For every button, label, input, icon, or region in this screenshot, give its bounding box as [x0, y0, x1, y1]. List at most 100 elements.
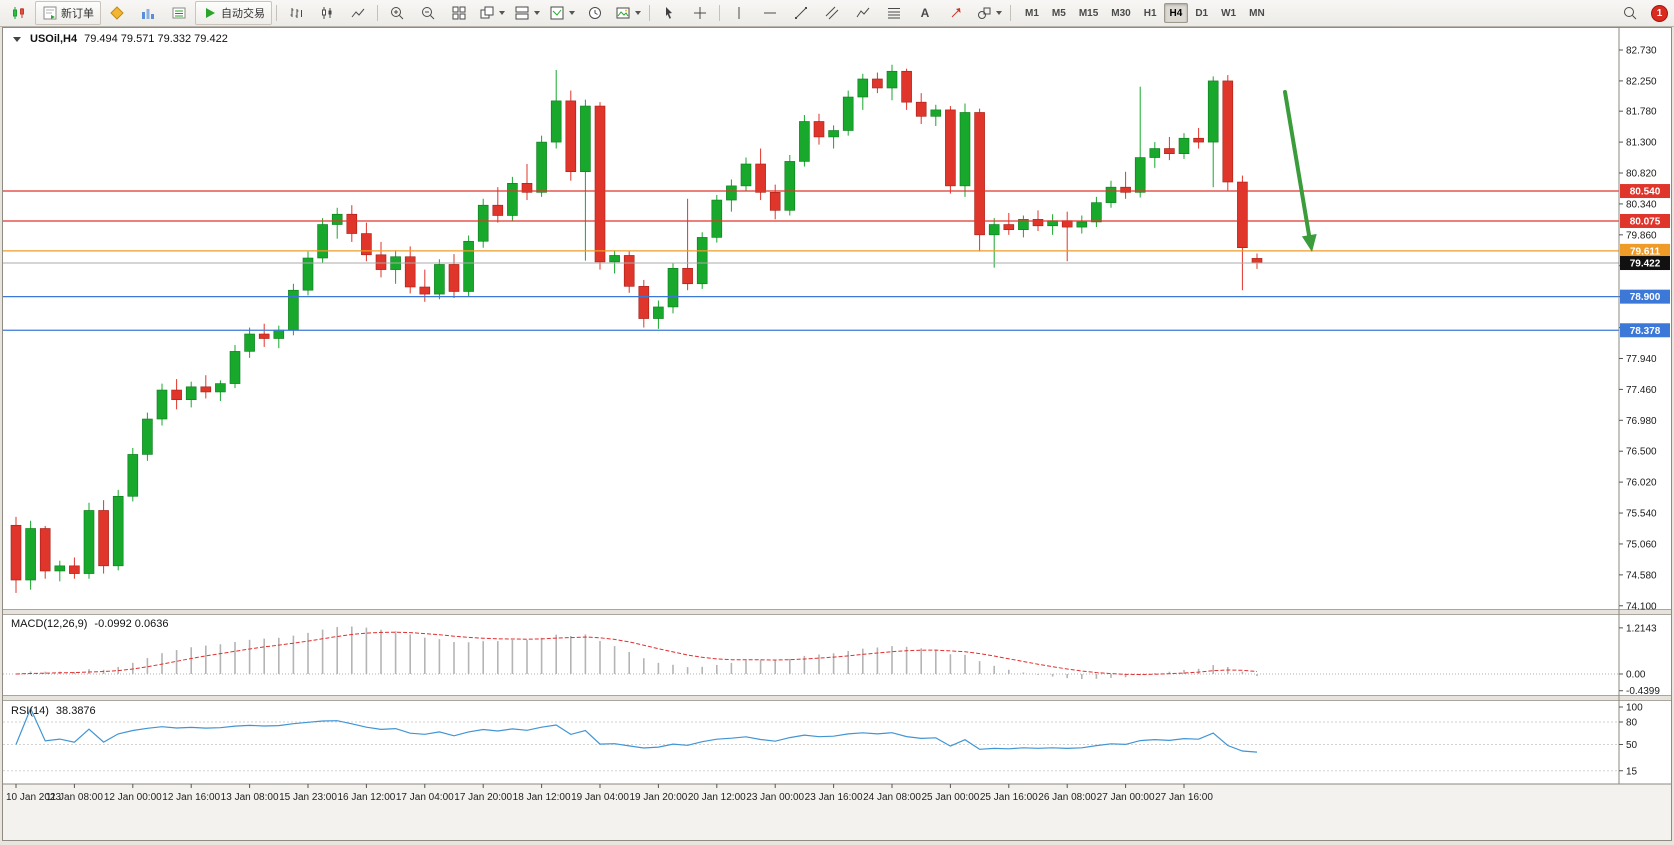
- timeframe-button-mn[interactable]: MN: [1249, 7, 1265, 19]
- candle-chart-icon: [322, 7, 332, 19]
- crosshair-button[interactable]: [685, 1, 715, 25]
- magnifier-icon: [1624, 7, 1637, 20]
- svg-text:80.820: 80.820: [1626, 169, 1657, 180]
- svg-text:79.860: 79.860: [1626, 230, 1657, 241]
- candlestick-chart-icon: [13, 7, 24, 19]
- image-icon: [616, 7, 630, 19]
- svg-text:19 Jan 20:00: 19 Jan 20:00: [629, 792, 687, 803]
- timeframe-button-m5[interactable]: M5: [1051, 7, 1066, 19]
- timeframe-button-m15[interactable]: M15: [1078, 7, 1099, 19]
- price-chart-svg[interactable]: 82.730 82.250 81.780 81.300 80.820 80.340 79.8…: [3, 28, 1671, 840]
- new-order-button[interactable]: 新订单: [35, 1, 101, 25]
- line-chart-button[interactable]: [343, 1, 373, 25]
- search-button[interactable]: [1615, 1, 1645, 25]
- crosshair-icon: [694, 7, 706, 19]
- line-chart-icon: [351, 8, 365, 18]
- zoom-out-icon: [422, 7, 435, 20]
- annotation-arrow[interactable]: [1283, 90, 1317, 252]
- price-badge: [1620, 243, 1670, 258]
- new-chart-button[interactable]: [4, 1, 34, 25]
- vertical-line-tool-button[interactable]: [724, 1, 754, 25]
- svg-text:80: 80: [1626, 718, 1638, 729]
- arrows-tool-button[interactable]: [941, 1, 971, 25]
- price-badge: [1620, 213, 1670, 228]
- zoom-out-button[interactable]: [413, 1, 443, 25]
- svg-text:81.300: 81.300: [1626, 138, 1657, 149]
- fibonacci-tool-button[interactable]: [879, 1, 909, 25]
- trendline-tool-button[interactable]: [786, 1, 816, 25]
- profiles-button[interactable]: [133, 1, 163, 25]
- autotrade-button[interactable]: 自动交易: [195, 1, 272, 25]
- svg-text:50: 50: [1626, 740, 1638, 751]
- shapes-tool-button[interactable]: [972, 1, 1006, 25]
- svg-text:16 Jan 12:00: 16 Jan 12:00: [337, 792, 395, 803]
- svg-text:75.060: 75.060: [1626, 539, 1657, 550]
- market-watch-icon: [172, 7, 186, 19]
- cascade-icon: [480, 6, 494, 19]
- notification-badge[interactable]: 1: [1651, 4, 1668, 22]
- chart-area[interactable]: 82.730 82.250 81.780 81.300 80.820 80.340 79.8…: [2, 27, 1672, 841]
- notification-count: 1: [1656, 7, 1663, 19]
- level-lines-layer[interactable]: [3, 190, 1619, 331]
- templates-button[interactable]: [545, 1, 579, 25]
- horizontal-line-icon: [764, 12, 776, 14]
- svg-text:77.940: 77.940: [1626, 354, 1657, 365]
- svg-text:12 Jan 00:00: 12 Jan 00:00: [104, 792, 162, 803]
- svg-text:15 Jan 23:00: 15 Jan 23:00: [279, 792, 337, 803]
- horizontal-line-tool-button[interactable]: [755, 1, 785, 25]
- channel-tool-button[interactable]: [817, 1, 847, 25]
- zoom-in-button[interactable]: [382, 1, 412, 25]
- timeframe-button-h4[interactable]: H4: [1163, 3, 1189, 23]
- svg-text:74.100: 74.100: [1626, 601, 1657, 612]
- arrange-windows-button[interactable]: [510, 1, 544, 25]
- svg-text:17 Jan 04:00: 17 Jan 04:00: [396, 792, 454, 803]
- toolbar-separator: [276, 5, 277, 21]
- svg-text:78.900: 78.900: [1630, 292, 1661, 303]
- price-badge: [1620, 256, 1670, 271]
- play-icon: [206, 8, 215, 18]
- timeframe-button-m1[interactable]: M1: [1025, 7, 1039, 19]
- svg-text:27 Jan 00:00: 27 Jan 00:00: [1097, 792, 1155, 803]
- timeframe-button-m30[interactable]: M30: [1111, 7, 1131, 19]
- svg-text:26 Jan 08:00: 26 Jan 08:00: [1038, 792, 1096, 803]
- templates-icon: [550, 6, 564, 20]
- text-tool-button[interactable]: A: [910, 1, 940, 25]
- autotrade-label: 自动交易: [221, 8, 265, 20]
- candles-layer: [10, 64, 1263, 593]
- svg-text:76.020: 76.020: [1626, 478, 1657, 489]
- cursor-button[interactable]: [654, 1, 684, 25]
- pitchfork-tool-button[interactable]: [848, 1, 878, 25]
- arrow-marker-icon: [951, 8, 961, 18]
- snapshot-button[interactable]: [611, 1, 645, 25]
- svg-text:80.075: 80.075: [1630, 216, 1661, 227]
- main-toolbar: 新订单 自动交易: [0, 0, 1674, 27]
- pitchfork-icon: [856, 7, 870, 18]
- toolbar-separator: [719, 5, 720, 21]
- svg-text:24 Jan 08:00: 24 Jan 08:00: [863, 792, 921, 803]
- dropdown-caret-icon: [996, 11, 1002, 15]
- fibonacci-icon: [888, 8, 900, 19]
- timeframe-button-h1[interactable]: H1: [1143, 7, 1157, 19]
- market-watch-button[interactable]: [164, 1, 194, 25]
- rsi-line: [15, 706, 1258, 753]
- tile-windows-button[interactable]: [444, 1, 474, 25]
- svg-text:80.540: 80.540: [1630, 187, 1661, 198]
- period-button[interactable]: [580, 1, 610, 25]
- vertical-line-icon: [738, 7, 740, 19]
- macd-signal-line: [15, 631, 1258, 676]
- tile-windows-icon: [452, 6, 466, 20]
- svg-text:100: 100: [1626, 703, 1643, 714]
- price-badge: [1620, 289, 1670, 304]
- indicators-button[interactable]: [102, 1, 132, 25]
- svg-text:12 Jan 16:00: 12 Jan 16:00: [162, 792, 220, 803]
- timeframe-button-w1[interactable]: W1: [1221, 7, 1237, 19]
- svg-text:18 Jan 12:00: 18 Jan 12:00: [513, 792, 571, 803]
- svg-text:10 Jan 2023: 10 Jan 2023: [6, 792, 61, 803]
- svg-text:11 Jan 08:00: 11 Jan 08:00: [46, 792, 104, 803]
- candle-chart-button[interactable]: [312, 1, 342, 25]
- bar-chart-button[interactable]: [281, 1, 311, 25]
- cascade-windows-button[interactable]: [475, 1, 509, 25]
- svg-text:1.2143: 1.2143: [1626, 623, 1657, 634]
- timeframe-button-d1[interactable]: D1: [1195, 7, 1209, 19]
